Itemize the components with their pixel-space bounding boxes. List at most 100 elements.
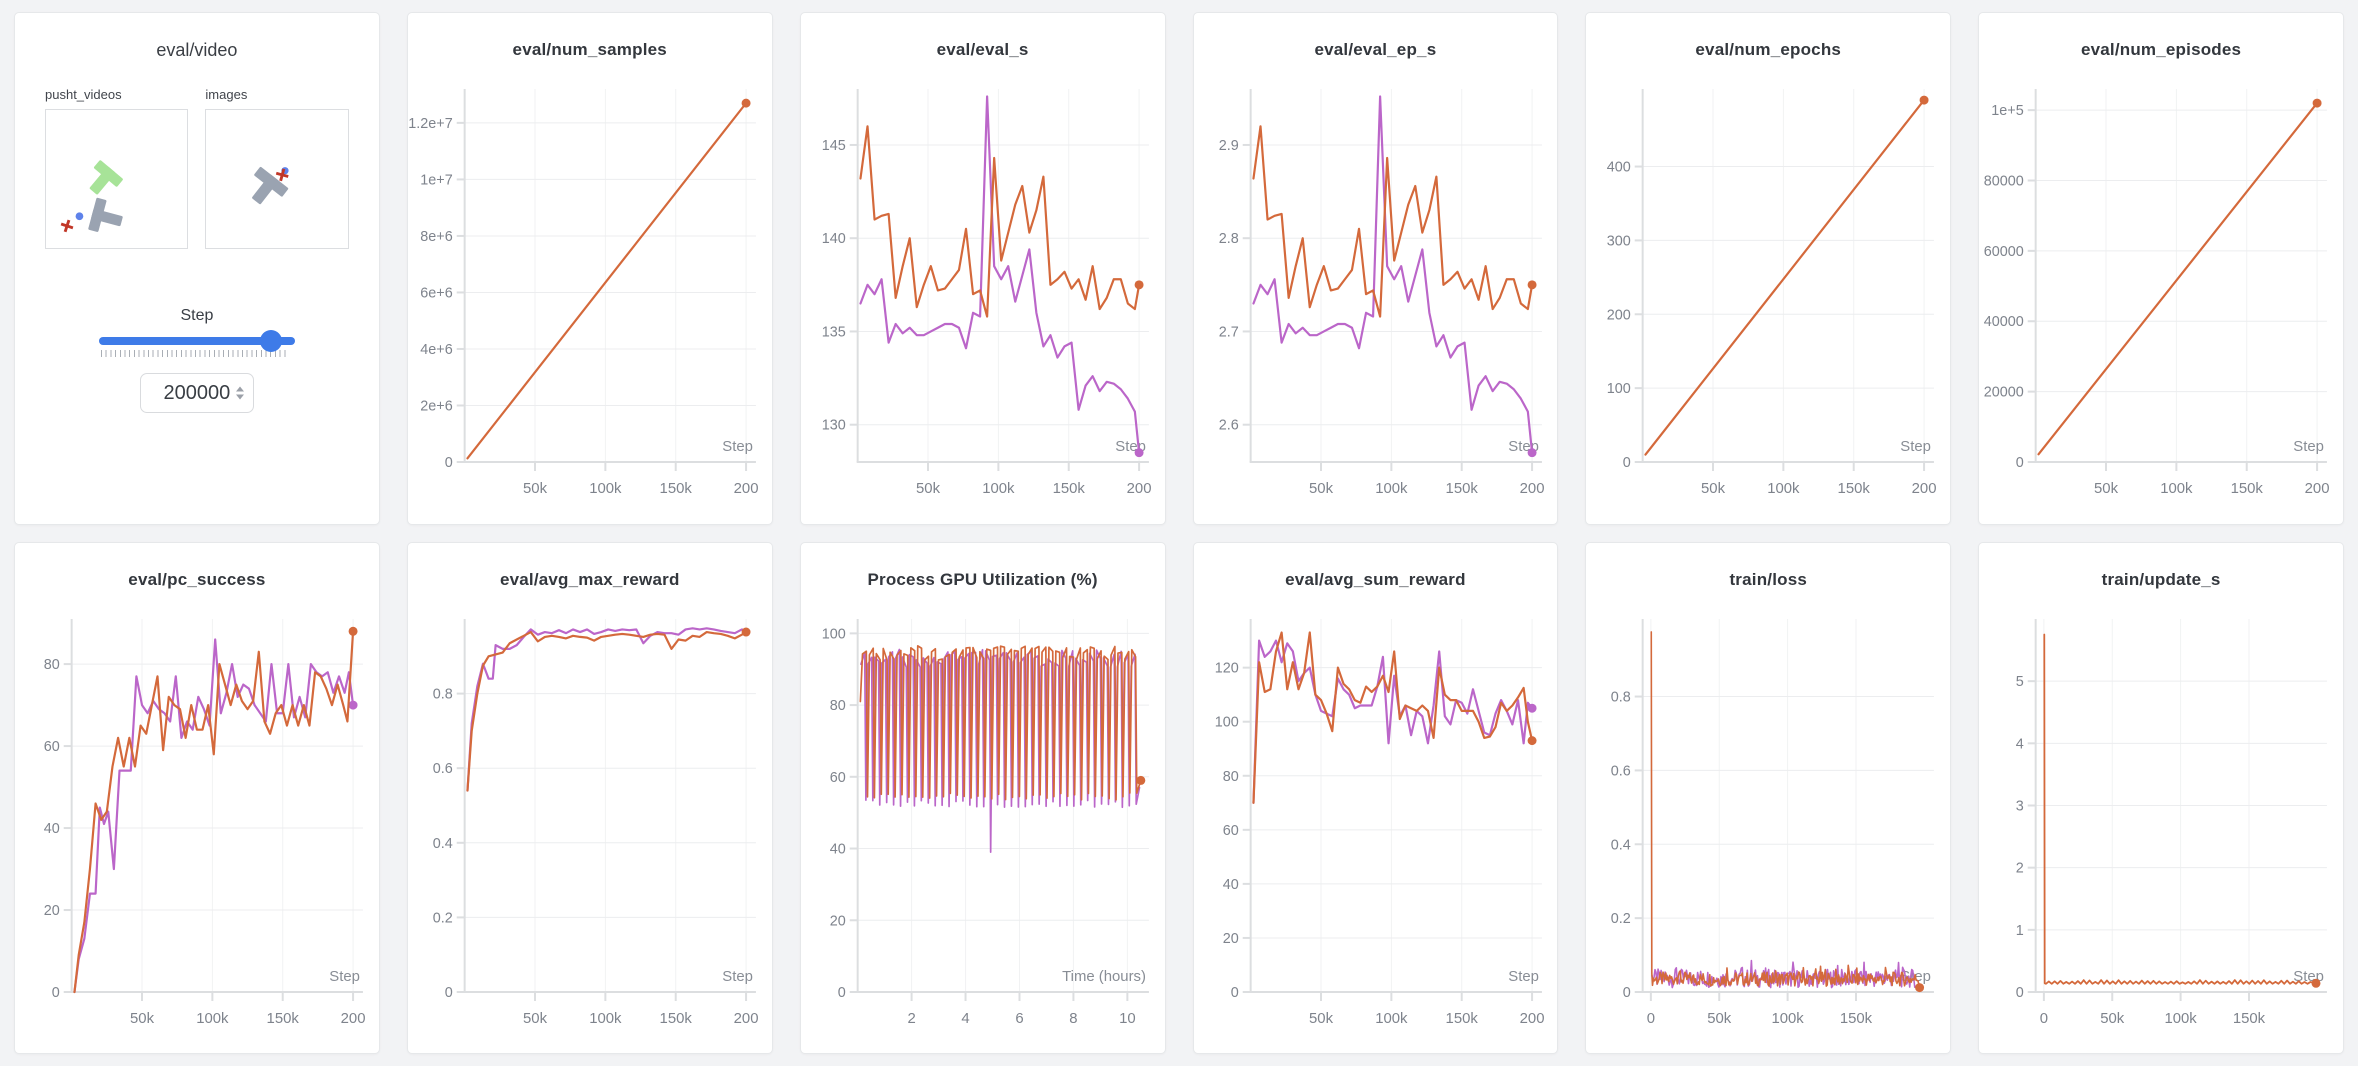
svg-text:135: 135 bbox=[821, 324, 845, 340]
chart-title: eval/num_episodes bbox=[2080, 40, 2242, 59]
media-col-pusht-videos: pusht_videos bbox=[45, 87, 189, 249]
pusht-videos-thumbnail[interactable] bbox=[45, 109, 189, 249]
series-run-orange bbox=[859, 644, 1145, 801]
series-end-dot bbox=[348, 700, 358, 710]
images-thumbnail[interactable] bbox=[205, 109, 349, 249]
svg-text:20000: 20000 bbox=[1984, 385, 2024, 401]
axes bbox=[849, 89, 1149, 471]
svg-text:150k: 150k bbox=[2233, 1009, 2266, 1026]
svg-text:400: 400 bbox=[1607, 160, 1631, 176]
step-input[interactable]: 200000 bbox=[139, 373, 254, 413]
chart-panel-gpu[interactable]: Process GPU Utilization (%) 0 20 40 60 80 100 2… bbox=[799, 541, 1166, 1054]
chart-plot-avg_sum_reward[interactable]: 0 20 40 60 80 100 120 50k 100k 150k 200 Step bbox=[1194, 607, 1558, 1054]
tick-labels: 0 20 40 60 80 100 2 4 6 8 10 Time (hours) bbox=[821, 626, 1145, 1027]
tick-labels: 0 0.2 0.4 0.6 0.8 50k 100k 150k 200 Step bbox=[433, 686, 759, 1026]
panel-eval-video[interactable]: eval/video pusht_videos bbox=[14, 12, 380, 525]
slider-thumb[interactable] bbox=[260, 330, 283, 352]
chart-panel-num_epochs[interactable]: eval/num_epochs 0 100 200 300 400 50k 100k 150k 2… bbox=[1585, 12, 1952, 525]
series-end-dot bbox=[741, 627, 751, 637]
chart-plot-num_epochs[interactable]: 0 100 200 300 400 50k 100k 150k 200 Step bbox=[1586, 77, 1950, 524]
chart-panel-num_episodes[interactable]: eval/num_episodes 0 20000 40000 60000 80000 1e… bbox=[1978, 12, 2344, 525]
chart-plot-pc_success[interactable]: 0 20 40 60 80 50k 100k 150k 200 Step bbox=[15, 607, 379, 1054]
svg-text:100k: 100k bbox=[982, 480, 1015, 497]
svg-text:40: 40 bbox=[44, 821, 60, 837]
series-end-dot bbox=[1136, 775, 1145, 785]
target-cross bbox=[276, 168, 290, 182]
chart-panel-avg_max_reward[interactable]: eval/avg_max_reward 0 0.2 0.4 0.6 0.8 50k 100k 1… bbox=[406, 541, 773, 1054]
chart-plot-gpu[interactable]: 0 20 40 60 80 100 2 4 6 8 10 Time (hours) bbox=[801, 607, 1165, 1054]
chart-panel-update_s[interactable]: train/update_s 0 1 2 3 4 5 0 50k 100k 150k Step bbox=[1978, 541, 2344, 1054]
svg-text:140: 140 bbox=[821, 231, 845, 247]
svg-text:20: 20 bbox=[829, 913, 845, 929]
svg-text:100k: 100k bbox=[2160, 480, 2193, 497]
series-run-orange bbox=[2043, 633, 2321, 988]
chart-plot-num_episodes[interactable]: 0 20000 40000 60000 80000 1e+5 50k 100k 150k 200 S… bbox=[1979, 77, 2343, 524]
svg-text:40: 40 bbox=[829, 841, 845, 857]
svg-text:3: 3 bbox=[2016, 798, 2024, 814]
step-control: Step 200000 bbox=[15, 307, 379, 413]
axes bbox=[2027, 618, 2328, 1001]
svg-text:2.7: 2.7 bbox=[1218, 324, 1238, 340]
svg-text:20: 20 bbox=[44, 902, 60, 918]
chart-panel-eval_s[interactable]: eval/eval_s 130 135 140 145 50k 100k 150k 200 Ste… bbox=[799, 12, 1166, 525]
tick-labels: 0 20 40 60 80 50k 100k 150k 200 Step bbox=[44, 657, 366, 1027]
svg-text:80: 80 bbox=[44, 657, 60, 673]
step-slider[interactable] bbox=[98, 330, 295, 357]
svg-text:0.2: 0.2 bbox=[1611, 911, 1631, 927]
chart-title: eval/eval_ep_s bbox=[1314, 40, 1437, 59]
axes bbox=[456, 618, 756, 1001]
chart-panel-pc_success[interactable]: eval/pc_success 0 20 40 60 80 50k 100k 150k 200 St… bbox=[14, 541, 380, 1054]
svg-text:0.4: 0.4 bbox=[1611, 837, 1631, 853]
svg-text:0: 0 bbox=[445, 455, 453, 471]
svg-text:150k: 150k bbox=[2231, 480, 2264, 497]
x-axis-label: Step bbox=[1901, 438, 1932, 455]
chart-panel-loss[interactable]: train/loss 0 0.2 0.4 0.6 0.8 0 50k 100k 150k Step bbox=[1585, 541, 1952, 1054]
chart-panel-num_samples[interactable]: eval/num_samples 0 2e+6 4e+6 6e+6 8e+6 1e+7 1.2… bbox=[406, 12, 773, 525]
x-axis-label: Step bbox=[329, 967, 360, 984]
chart-panel-avg_sum_reward[interactable]: eval/avg_sum_reward 0 20 40 60 80 100 120 50k 100… bbox=[1192, 541, 1559, 1054]
svg-text:0.8: 0.8 bbox=[433, 686, 453, 702]
svg-text:200: 200 bbox=[341, 1009, 366, 1026]
svg-text:150k: 150k bbox=[1840, 1009, 1873, 1026]
series-end-dot bbox=[1915, 982, 1925, 992]
chart-title: eval/num_epochs bbox=[1695, 40, 1842, 59]
chart-plot-avg_max_reward[interactable]: 0 0.2 0.4 0.6 0.8 50k 100k 150k 200 Step bbox=[408, 607, 772, 1054]
svg-text:0: 0 bbox=[445, 984, 453, 1000]
svg-text:50k: 50k bbox=[916, 480, 941, 497]
svg-text:5: 5 bbox=[2016, 674, 2024, 690]
svg-text:150k: 150k bbox=[659, 480, 692, 497]
svg-text:8e+6: 8e+6 bbox=[420, 229, 452, 245]
chart-title: train/loss bbox=[1729, 569, 1808, 589]
chart-panel-eval_ep_s[interactable]: eval/eval_ep_s 2.6 2.7 2.8 2.9 50k 100k 150k 200… bbox=[1192, 12, 1559, 525]
stepper-icon[interactable] bbox=[235, 386, 244, 400]
svg-text:4: 4 bbox=[2016, 736, 2024, 752]
series-run-orange bbox=[1251, 630, 1537, 804]
series-run-purple bbox=[1251, 639, 1537, 804]
svg-text:145: 145 bbox=[821, 138, 845, 154]
chart-plot-num_samples[interactable]: 0 2e+6 4e+6 6e+6 8e+6 1e+7 1.2e+7 50k 100k 150k 20… bbox=[408, 77, 772, 524]
panel-title: eval/video bbox=[156, 40, 238, 60]
series-run-orange bbox=[1251, 125, 1537, 318]
series-end-dot bbox=[1134, 448, 1144, 458]
gridlines bbox=[1642, 89, 1935, 462]
svg-text:50k: 50k bbox=[2094, 480, 2119, 497]
svg-text:50k: 50k bbox=[523, 480, 548, 497]
svg-text:80000: 80000 bbox=[1984, 173, 2024, 189]
svg-text:6: 6 bbox=[1015, 1009, 1023, 1026]
x-axis-label: Step bbox=[722, 438, 753, 455]
svg-text:10: 10 bbox=[1119, 1009, 1136, 1026]
chevron-up-icon[interactable] bbox=[235, 386, 244, 392]
chevron-down-icon[interactable] bbox=[235, 394, 244, 400]
gray-t-shape bbox=[88, 197, 123, 232]
media-label: pusht_videos bbox=[45, 87, 122, 102]
series-end-dot bbox=[1134, 280, 1144, 290]
slider-track[interactable] bbox=[98, 330, 295, 352]
chart-title: train/update_s bbox=[2101, 569, 2221, 589]
svg-text:200: 200 bbox=[1126, 480, 1151, 497]
